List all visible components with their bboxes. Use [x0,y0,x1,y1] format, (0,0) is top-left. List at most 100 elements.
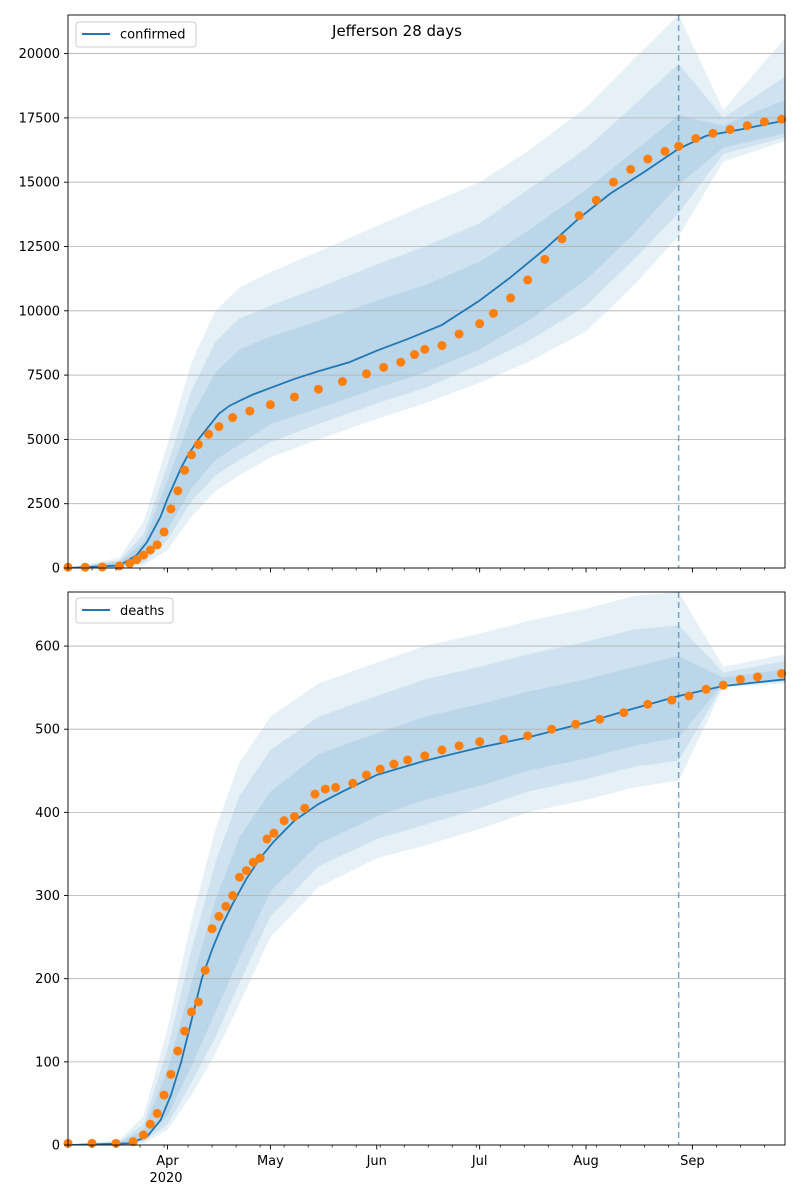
confirmed-data-point [289,392,299,402]
x-tick-label: Sep [680,1154,705,1169]
deaths-data-point [753,672,763,682]
deaths-data-point [331,782,341,792]
axes-frame [67,591,786,1146]
y-tick-label: 600 [35,640,60,655]
deaths-data-point [320,784,330,794]
confirmed-data-point [626,164,636,174]
deaths-data-point [128,1137,138,1147]
confirmed-data-point [173,486,183,496]
deaths-data-point [701,684,711,694]
confirmed-data-point [475,319,485,329]
deaths-data-point [523,731,533,741]
confirmed-data-point [454,329,464,339]
deaths-observed-points [63,668,787,1148]
y-tick-label: 100 [35,1055,60,1070]
confirmed-data-point [214,422,224,432]
x-tick-label: Jun [366,1154,387,1169]
legend-label-deaths: deaths [120,604,165,619]
deaths-data-point [200,965,210,975]
deaths-data-point [547,724,557,734]
deaths-data-point [475,737,485,747]
confirmed-data-point [152,540,162,550]
deaths-data-point [643,699,653,709]
deaths-data-point [248,857,258,867]
deaths-data-point [310,789,320,799]
deaths-data-point [437,745,447,755]
confirmed-data-point [379,362,389,372]
deaths-chart-panel: 0 100 200 300 400 500 600 Apr May Jun Jul Aug Sep de… [35,591,787,1169]
confirmed-data-point [506,293,516,303]
deaths-data-point [718,680,728,690]
y-tick-label: 7500 [27,369,60,384]
deaths-data-point [262,834,272,844]
deaths-data-point [235,872,245,882]
confirmed-data-point [138,550,148,560]
deaths-data-point [228,891,238,901]
y-tick-label: 10000 [19,304,60,319]
confirmed-data-point [660,146,670,156]
y-tick-label: 0 [52,562,60,577]
deaths-data-point [361,770,371,780]
confirmed-data-point [574,211,584,221]
deaths-data-point [454,741,464,751]
axes-frame [67,14,786,569]
deaths-data-point [289,812,299,822]
deaths-data-point [241,866,251,876]
deaths-data-point [499,734,509,744]
confirmed-data-point [145,545,155,555]
confirmed-data-point [540,254,550,264]
deaths-data-point [595,714,605,724]
x-axis-year-label: 2020 [149,1171,182,1186]
deaths-data-point [214,911,224,921]
deaths-data-point [173,1046,183,1056]
deaths-data-point [735,674,745,684]
deaths-data-point [221,901,231,911]
confirmed-data-point [777,114,787,124]
y-tick-label: 12500 [19,240,60,255]
legend-label-confirmed: confirmed [120,28,186,43]
confirmed-data-point [409,350,419,360]
deaths-data-point [420,751,430,761]
deaths-data-point [348,778,358,788]
legend-box [75,21,197,48]
y-tick-label: 17500 [19,111,60,126]
confirmed-data-point [674,141,684,151]
confirmed-data-point [608,177,618,187]
confirmed-data-point [708,128,718,138]
figure-title: Jefferson 28 days [331,22,462,40]
x-tick-label: Apr [156,1154,179,1169]
y-tick-label: 0 [52,1139,60,1154]
deaths-data-point [571,719,581,729]
confirmed-data-point [159,527,169,537]
x-tick-label: Aug [573,1154,598,1169]
deaths-band-2 [68,625,785,1145]
deaths-band-1 [68,592,785,1145]
confirmed-uncertainty-bands [68,15,785,568]
confirmed-data-point [643,154,653,164]
y-tick-label: 15000 [19,176,60,191]
y-tick-label: 300 [35,889,60,904]
confirmed-data-point [204,429,214,439]
deaths-data-point [207,924,217,934]
confirmed-band-3 [68,99,785,568]
confirmed-data-point [187,450,197,460]
deaths-data-point [166,1069,176,1079]
y-tick-label: 20000 [19,47,60,62]
confirmed-data-point [742,121,752,131]
deaths-data-point [138,1130,148,1140]
deaths-data-point [619,708,629,718]
deaths-axes: 0 100 200 300 400 500 600 Apr May Jun Jul Aug Sep [35,591,786,1169]
deaths-data-point [389,759,399,769]
confirmed-data-point [193,440,203,450]
deaths-data-point [777,668,787,678]
deaths-data-point [269,828,279,838]
deaths-data-point [180,1026,190,1036]
confirmed-data-point [245,406,255,416]
x-tick-label: Jul [471,1154,488,1169]
y-tick-label: 2500 [27,497,60,512]
confirmed-legend: confirmed [75,21,197,48]
deaths-data-point [279,816,289,826]
deaths-data-point [159,1090,169,1100]
confirmed-data-point [557,234,567,244]
